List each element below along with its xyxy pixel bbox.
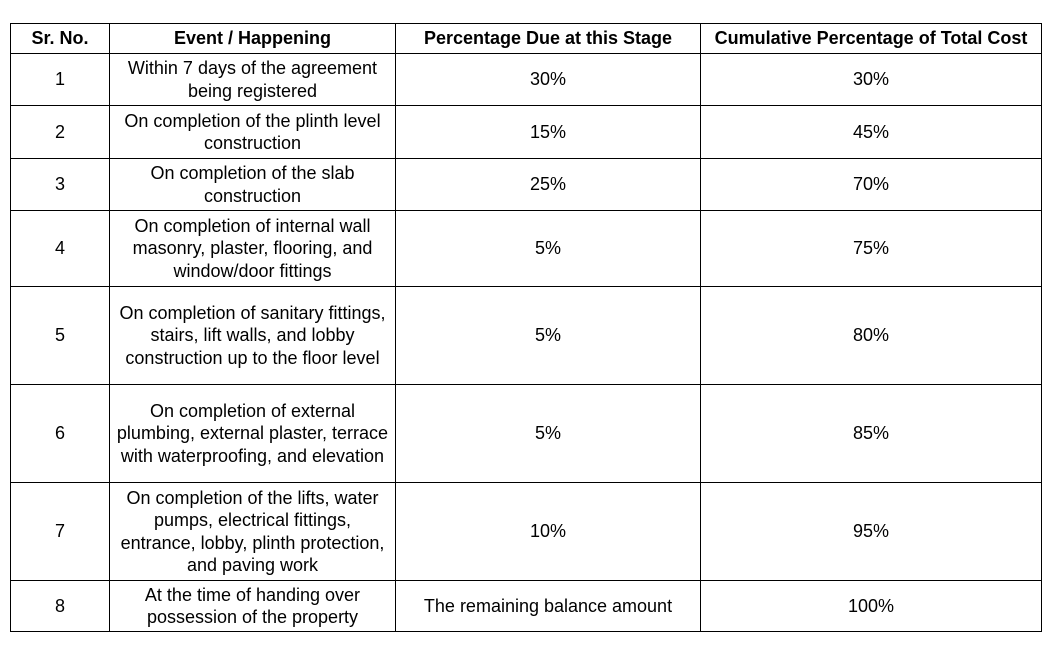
- cell-sr-no: 7: [10, 482, 110, 581]
- header-cumulative-percentage: Cumulative Percentage of Total Cost: [700, 23, 1042, 54]
- cell-cumulative: 70%: [700, 158, 1042, 211]
- payment-schedule-table: Sr. No. Event / Happening Percentage Due…: [10, 23, 1042, 632]
- cell-cumulative: 85%: [700, 384, 1042, 483]
- cell-percentage-due: 5%: [395, 384, 701, 483]
- cell-cumulative: 80%: [700, 286, 1042, 385]
- cell-percentage-due: The remaining balance amount: [395, 580, 701, 632]
- cell-event: On completion of internal wall masonry, …: [109, 210, 396, 287]
- cell-sr-no: 1: [10, 53, 110, 106]
- cell-percentage-due: 5%: [395, 286, 701, 385]
- cell-sr-no: 6: [10, 384, 110, 483]
- table-row: 2 On completion of the plinth level cons…: [10, 105, 1042, 159]
- cell-percentage-due: 25%: [395, 158, 701, 211]
- cell-percentage-due: 30%: [395, 53, 701, 106]
- cell-sr-no: 5: [10, 286, 110, 385]
- cell-cumulative: 75%: [700, 210, 1042, 287]
- header-event: Event / Happening: [109, 23, 396, 54]
- cell-cumulative: 95%: [700, 482, 1042, 581]
- table-row: 4 On completion of internal wall masonry…: [10, 210, 1042, 287]
- cell-sr-no: 4: [10, 210, 110, 287]
- cell-event: At the time of handing over possession o…: [109, 580, 396, 632]
- cell-event: On completion of the plinth level constr…: [109, 105, 396, 159]
- cell-percentage-due: 15%: [395, 105, 701, 159]
- cell-event: On completion of the slab construction: [109, 158, 396, 211]
- cell-sr-no: 8: [10, 580, 110, 632]
- cell-event: On completion of the lifts, water pumps,…: [109, 482, 396, 581]
- cell-cumulative: 45%: [700, 105, 1042, 159]
- table-row: 3 On completion of the slab construction…: [10, 158, 1042, 211]
- cell-percentage-due: 5%: [395, 210, 701, 287]
- cell-cumulative: 30%: [700, 53, 1042, 106]
- cell-event: On completion of sanitary fittings, stai…: [109, 286, 396, 385]
- table-row: 5 On completion of sanitary fittings, st…: [10, 286, 1042, 385]
- table-row: 6 On completion of external plumbing, ex…: [10, 384, 1042, 483]
- header-percentage-due: Percentage Due at this Stage: [395, 23, 701, 54]
- cell-cumulative: 100%: [700, 580, 1042, 632]
- table-header-row: Sr. No. Event / Happening Percentage Due…: [10, 23, 1042, 54]
- cell-sr-no: 2: [10, 105, 110, 159]
- cell-event: On completion of external plumbing, exte…: [109, 384, 396, 483]
- table-row: 7 On completion of the lifts, water pump…: [10, 482, 1042, 581]
- table-row: 1 Within 7 days of the agreement being r…: [10, 53, 1042, 106]
- cell-event: Within 7 days of the agreement being reg…: [109, 53, 396, 106]
- header-sr-no: Sr. No.: [10, 23, 110, 54]
- table-row: 8 At the time of handing over possession…: [10, 580, 1042, 632]
- cell-sr-no: 3: [10, 158, 110, 211]
- cell-percentage-due: 10%: [395, 482, 701, 581]
